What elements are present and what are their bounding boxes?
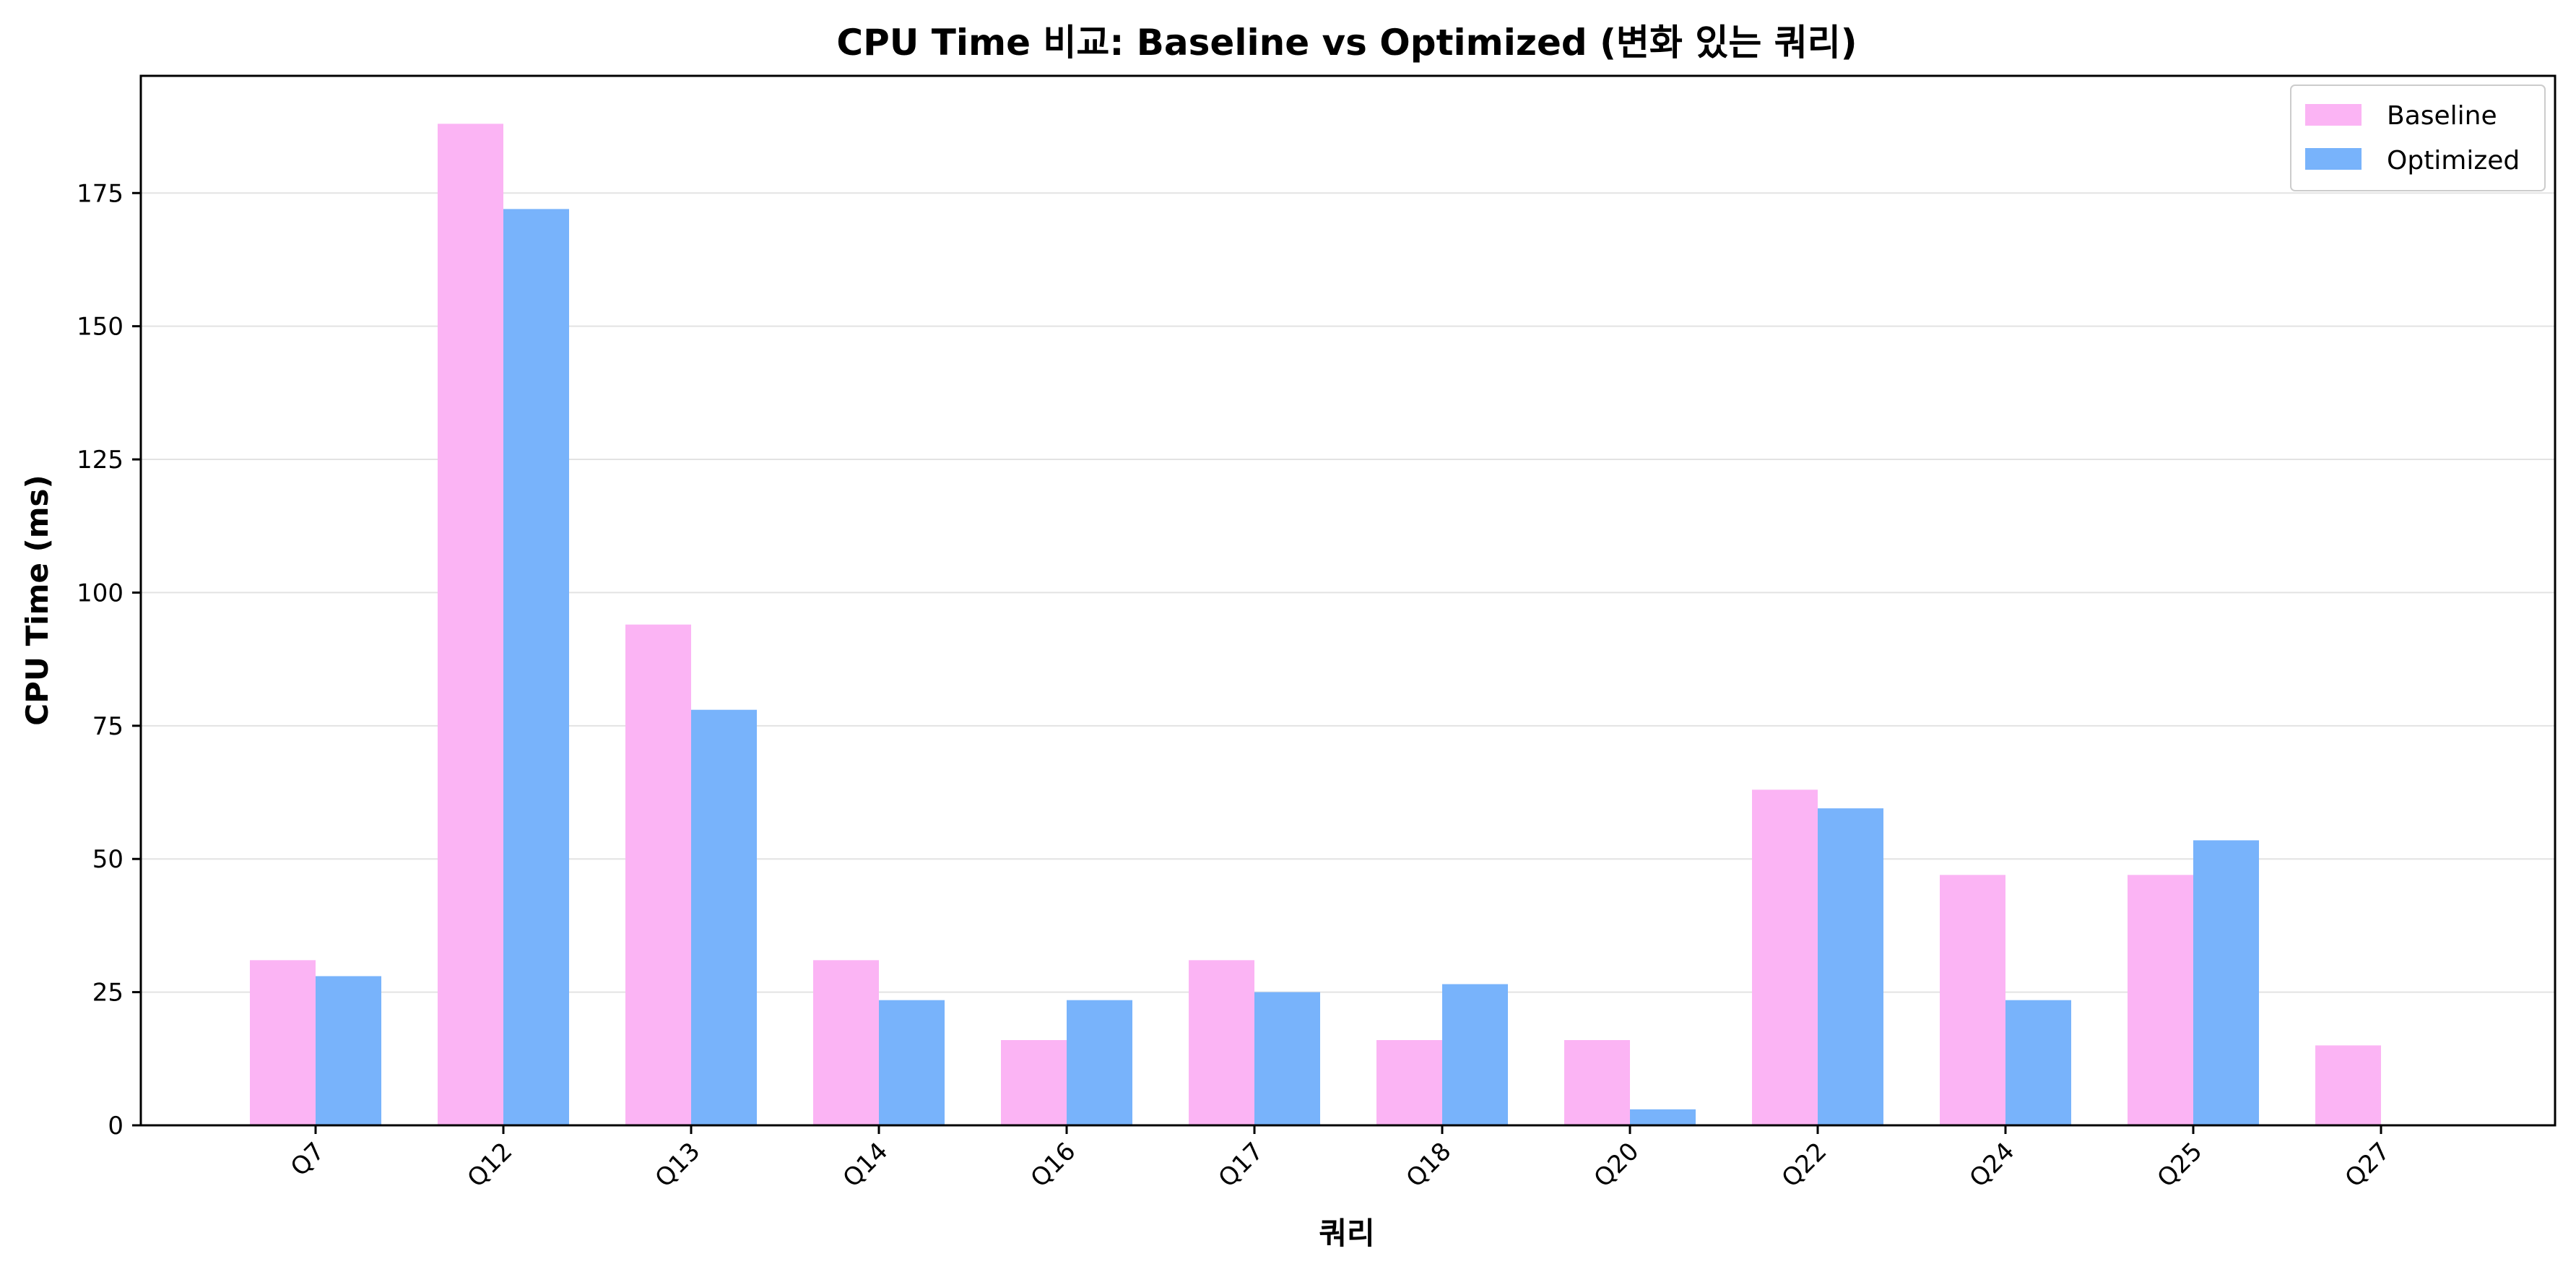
- bar-optimized-q13: [691, 709, 757, 1125]
- bar-optimized-q20: [1630, 1109, 1696, 1125]
- y-tick-label: 125: [77, 446, 123, 475]
- bar-baseline-q27: [2315, 1045, 2381, 1125]
- bar-baseline-q24: [1940, 875, 2005, 1125]
- y-tick-label: 0: [108, 1112, 123, 1140]
- bar-optimized-q16: [1067, 1000, 1132, 1125]
- bar-optimized-q7: [316, 976, 381, 1125]
- x-axis-label: 쿼리: [1319, 1216, 1374, 1251]
- legend-label-optimized: Optimized: [2387, 146, 2520, 176]
- y-tick-label: 150: [77, 313, 123, 342]
- bar-baseline-q16: [1001, 1039, 1067, 1125]
- bar-optimized-q25: [2193, 840, 2259, 1125]
- legend-swatch-optimized: [2305, 148, 2362, 170]
- legend-label-baseline: Baseline: [2387, 101, 2497, 131]
- bar-optimized-q14: [879, 1000, 945, 1125]
- bar-baseline-q17: [1189, 960, 1254, 1125]
- y-axis-label: CPU Time (ms): [19, 475, 55, 725]
- bar-optimized-q17: [1254, 992, 1320, 1125]
- bar-baseline-q14: [813, 960, 879, 1125]
- bar-optimized-q24: [2005, 1000, 2071, 1125]
- y-axis-ticks: 0 25 50 75 100 125 150 175: [77, 179, 141, 1140]
- bar-optimized-q18: [1442, 984, 1508, 1125]
- bar-baseline-q22: [1752, 789, 1818, 1125]
- bar-baseline-q25: [2128, 875, 2193, 1125]
- legend-swatch-baseline: [2305, 104, 2362, 126]
- y-tick-label: 100: [77, 579, 123, 607]
- bar-baseline-q7: [250, 960, 316, 1125]
- bar-baseline-q18: [1376, 1039, 1442, 1125]
- bars: [250, 124, 2381, 1125]
- chart-title: CPU Time 비교: Baseline vs Optimized (변화 있…: [836, 22, 1857, 64]
- legend: Baseline Optimized: [2290, 85, 2546, 191]
- bar-baseline-q12: [438, 124, 503, 1125]
- y-tick-label: 175: [77, 179, 123, 208]
- y-tick-label: 75: [92, 712, 123, 741]
- plot-frame: [139, 74, 2557, 1127]
- bar-baseline-q13: [625, 624, 691, 1125]
- bar-baseline-q20: [1564, 1039, 1630, 1125]
- bar-optimized-q12: [503, 209, 569, 1125]
- y-tick-label: 50: [92, 845, 123, 874]
- y-tick-label: 25: [92, 979, 123, 1008]
- bar-optimized-q22: [1818, 808, 1883, 1125]
